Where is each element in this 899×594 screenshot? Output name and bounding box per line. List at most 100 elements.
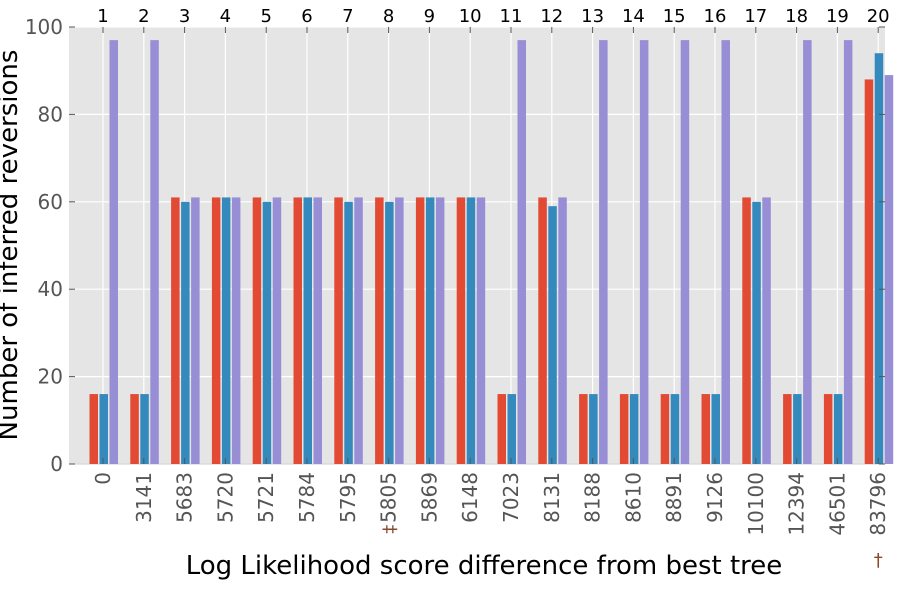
top-labels: 1 2 3 4 5 6 7 8 9 10 11 12 13 14 15 16 17 18 19 20 [97, 6, 889, 27]
bar-s2-14 [629, 394, 639, 464]
top-label: 7 [342, 6, 353, 27]
bar-s1-17 [742, 197, 751, 464]
bar-s2-4 [221, 197, 231, 464]
bar-s3-17 [762, 197, 771, 464]
x-tick-label: 83796 [866, 472, 890, 536]
top-label: 11 [500, 6, 523, 27]
bar-s3-4 [231, 197, 241, 464]
bar-s3-1 [109, 40, 118, 465]
bar-s3-6 [313, 197, 322, 464]
bar-s1-16 [701, 394, 710, 464]
bar-s1-8 [375, 197, 384, 464]
x-tick-label: 7023 [499, 472, 523, 523]
top-label: 8 [383, 6, 394, 27]
x-tick-label: 8891 [662, 472, 686, 523]
bar-s2-11 [507, 394, 516, 464]
top-label: 4 [220, 6, 231, 27]
bar-s2-13 [589, 394, 598, 464]
bar-s2-3 [181, 201, 190, 465]
bar-s1-7 [334, 197, 343, 464]
x-tick-label: 0 [91, 472, 115, 485]
bar-s3-15 [680, 40, 690, 465]
bar-s2-2 [140, 394, 149, 464]
top-label: 20 [867, 6, 890, 27]
y-axis-ticks: 0 20 40 60 80 100 [25, 15, 885, 476]
bar-s1-14 [619, 394, 629, 464]
bar-s1-10 [456, 197, 466, 464]
marker-rotated: ‡ [380, 525, 401, 534]
bar-s2-16 [711, 394, 720, 464]
bar-s1-11 [497, 394, 506, 464]
x-tick-label: 9126 [703, 472, 727, 523]
bar-s3-19 [843, 40, 853, 465]
top-label: 9 [424, 6, 435, 27]
x-tick-label: 6148 [458, 472, 482, 523]
top-label: 14 [622, 6, 645, 27]
bar-s3-3 [191, 197, 200, 464]
top-label: 6 [301, 6, 312, 27]
bar-s3-8 [395, 197, 404, 464]
bar-s2-9 [425, 197, 435, 464]
top-label: 1 [97, 6, 108, 27]
bar-s1-19 [823, 394, 833, 464]
top-label: 12 [540, 6, 563, 27]
bar-s2-18 [793, 394, 802, 464]
top-label: 3 [179, 6, 190, 27]
top-label: 18 [785, 6, 808, 27]
x-tick-label: 8188 [581, 472, 605, 523]
y-tick-label: 40 [38, 277, 63, 301]
x-tick-label: 12394 [785, 472, 809, 536]
x-tick-label: 46501 [825, 472, 849, 536]
bar-s2-8 [385, 201, 394, 465]
bar-s1-18 [783, 394, 792, 464]
bar-s3-20 [884, 75, 894, 464]
bar-s1-9 [415, 197, 425, 464]
bar-s2-17 [752, 201, 761, 465]
top-label: 16 [704, 6, 727, 27]
x-tick-label: 5869 [417, 472, 441, 523]
x-tick-label: 5805 [377, 472, 401, 523]
top-label: 13 [581, 6, 604, 27]
x-tick-label: 5795 [336, 472, 360, 523]
x-tick-label: 5784 [295, 472, 319, 523]
bar-s3-14 [639, 40, 649, 465]
bar-s2-1 [99, 394, 108, 464]
bar-s3-7 [354, 197, 363, 464]
bar-s1-6 [293, 197, 302, 464]
top-label: 5 [260, 6, 271, 27]
bar-s3-2 [150, 40, 159, 465]
top-label: 17 [744, 6, 767, 27]
bar-s2-12 [548, 206, 557, 465]
bar-s2-20 [874, 53, 884, 464]
bar-s2-6 [303, 197, 312, 464]
x-tick-label: 10100 [744, 472, 768, 536]
y-tick-label: 60 [38, 190, 63, 214]
bar-s2-19 [833, 394, 843, 464]
bar-s3-5 [272, 197, 282, 464]
bar-s3-9 [435, 197, 445, 464]
x-tick-label: 8610 [621, 472, 645, 523]
bars [89, 40, 894, 465]
y-tick-label: 80 [38, 102, 63, 126]
y-axis-title: Number of inferred reversions [0, 50, 24, 441]
top-label: 15 [663, 6, 686, 27]
bar-s1-13 [579, 394, 588, 464]
x-tick-label: 5721 [254, 472, 278, 523]
y-tick-label: 100 [25, 15, 63, 39]
bar-s3-12 [558, 197, 567, 464]
x-axis-title: Log Likelihood score difference from bes… [186, 551, 783, 581]
bar-s1-1 [89, 394, 98, 464]
top-label: 2 [138, 6, 149, 27]
bar-s3-13 [599, 40, 608, 465]
bar-s2-7 [344, 201, 353, 465]
x-axis-ticks: 0 3141 5683 5720 5721 5784 5795 5805 5869 6148 702… [91, 27, 890, 536]
bar-s1-20 [864, 79, 874, 464]
bar-s3-10 [476, 197, 486, 464]
bar-s1-2 [130, 394, 139, 464]
bar-s2-5 [262, 201, 272, 465]
bar-s1-4 [211, 197, 221, 464]
marker-rotated: † [874, 550, 883, 571]
bar-s1-5 [252, 197, 262, 464]
x-tick-label: 5683 [173, 472, 197, 523]
